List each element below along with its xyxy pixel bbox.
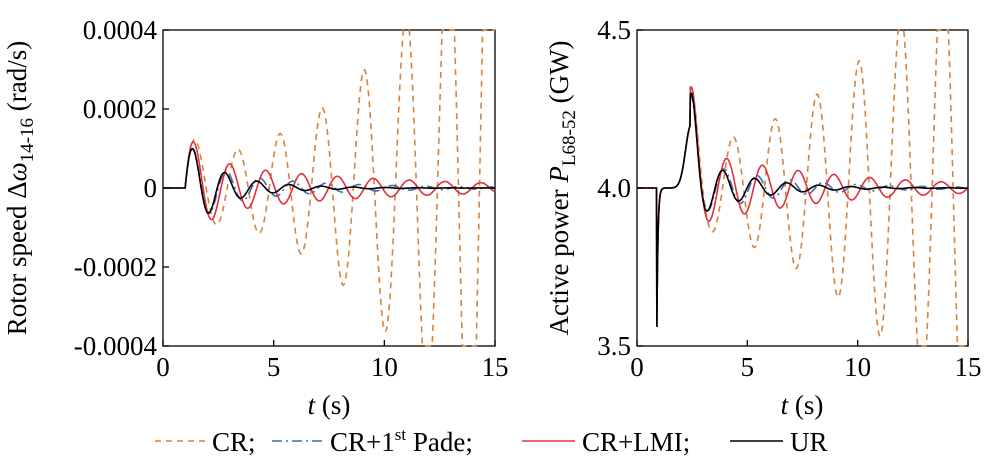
active-power-series-ur: [637, 92, 969, 328]
active-power-ticks: 0 5 10 15 3.5 4.0 4.5: [597, 15, 981, 382]
active-power-x-tick-label: 0: [630, 352, 644, 382]
legend-label-ur: UR: [790, 427, 828, 457]
rotor-speed-y-tick-label: -0.0004: [74, 331, 158, 361]
active-power-y-tick-label: 4.0: [597, 173, 631, 203]
rotor-speed-ticks: 0 5 10 15 -0.0004 -0.0002 0 0.0002 0.0004: [74, 15, 509, 382]
rotor-speed-y-tick-label: -0.0002: [74, 252, 157, 282]
rotor-speed-y-tick-label: 0: [144, 173, 158, 203]
active-power-x-tick-label: 10: [844, 352, 871, 382]
active-power-chart: 0 5 10 15 3.5 4.0 4.5 Active power PL68-52 (GW…: [544, 15, 982, 420]
active-power-x-tick-label: 15: [955, 352, 982, 382]
legend-label-pade: CR+1st Pade;: [330, 425, 473, 457]
rotor-speed-y-tick-label: 0.0004: [83, 15, 158, 45]
active-power-series-lmi: [637, 85, 969, 328]
rotor-speed-x-tick-label: 0: [156, 352, 170, 382]
legend-label-cr: CR;: [212, 427, 256, 457]
active-power-x-tick-label: 5: [741, 352, 755, 382]
legend: CR; CR+1st Pade; CR+LMI; UR: [155, 425, 828, 457]
active-power-series-cr: [637, 29, 968, 347]
rotor-speed-x-tick-label: 15: [482, 352, 509, 382]
active-power-y-tick-label: 4.5: [597, 15, 631, 45]
rotor-speed-series-ur: [163, 147, 496, 215]
rotor-speed-x-tick-label: 5: [267, 352, 281, 382]
legend-label-lmi: CR+LMI;: [582, 427, 690, 457]
rotor-speed-x-tick-label: 10: [371, 352, 398, 382]
active-power-series-pade: [637, 95, 969, 328]
rotor-speed-series-group: [163, 29, 496, 347]
rotor-speed-series-cr: [163, 29, 495, 347]
active-power-y-axis-title: Active power PL68-52 (GW): [544, 40, 580, 335]
active-power-series-group: [637, 29, 969, 347]
active-power-y-tick-label: 3.5: [597, 331, 631, 361]
active-power-x-axis-title: t (s): [781, 390, 824, 420]
rotor-speed-chart: 0 5 10 15 -0.0004 -0.0002 0 0.0002 0.0004 Rotor …: [2, 15, 509, 420]
rotor-speed-y-tick-label: 0.0002: [83, 94, 157, 124]
rotor-speed-y-axis-title: Rotor speed Δω14-16 (rad/s): [2, 41, 38, 335]
rotor-speed-x-axis-title: t (s): [308, 390, 351, 420]
